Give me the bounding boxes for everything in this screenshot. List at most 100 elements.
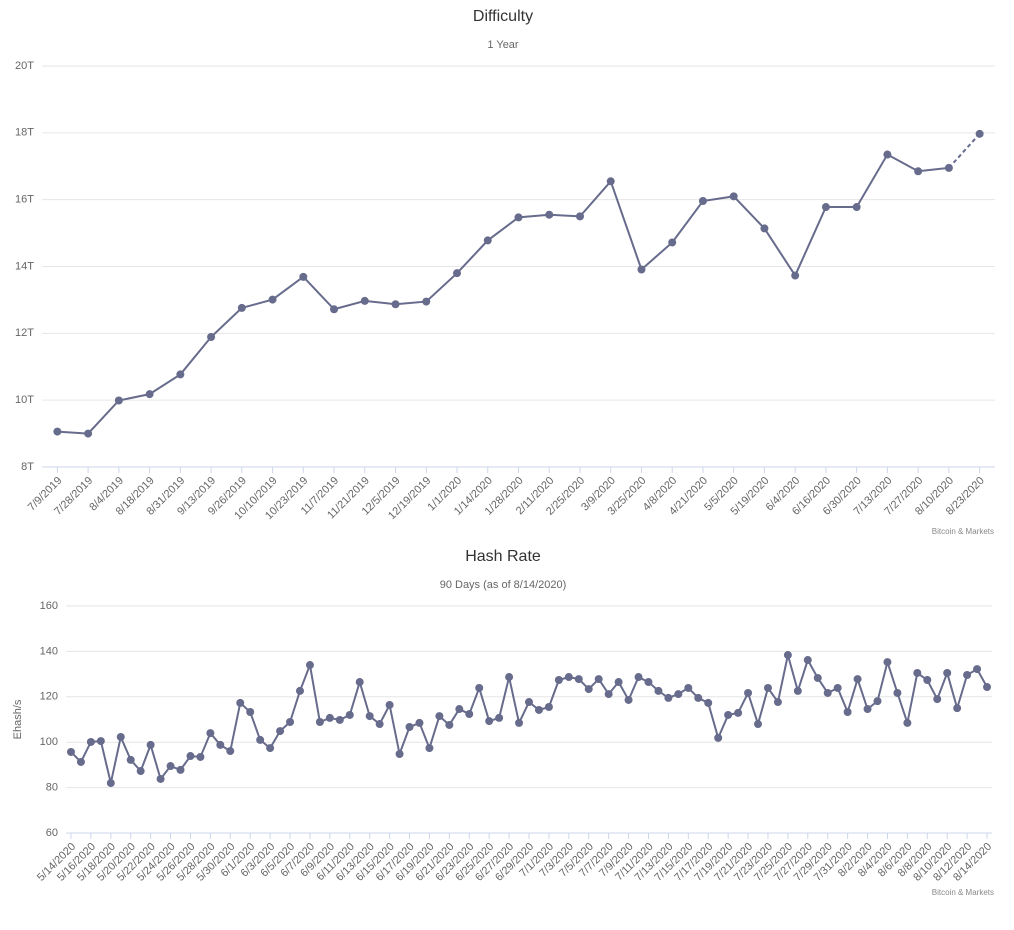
point bbox=[668, 238, 677, 247]
point bbox=[146, 740, 155, 749]
point bbox=[664, 693, 673, 702]
point bbox=[913, 668, 922, 677]
point bbox=[405, 722, 414, 731]
point bbox=[76, 757, 85, 766]
y-tick-label: 20T bbox=[15, 60, 34, 72]
point bbox=[793, 686, 802, 695]
point bbox=[425, 744, 434, 753]
point bbox=[704, 698, 713, 707]
point bbox=[483, 236, 492, 245]
point bbox=[330, 305, 339, 314]
point bbox=[206, 729, 215, 738]
point bbox=[525, 698, 533, 707]
point bbox=[96, 737, 105, 746]
point bbox=[883, 658, 892, 667]
point bbox=[963, 671, 972, 680]
y-tick-label: 60 bbox=[46, 827, 58, 839]
point bbox=[975, 129, 984, 138]
point bbox=[684, 683, 693, 692]
point bbox=[594, 675, 603, 684]
y-tick-label: 18T bbox=[15, 127, 34, 139]
point bbox=[754, 720, 763, 729]
chart-title: Difficulty bbox=[473, 8, 533, 25]
point bbox=[299, 272, 308, 281]
point bbox=[268, 295, 277, 304]
y-tick-label: 140 bbox=[40, 645, 58, 657]
y-axis-label: Ehash/s bbox=[12, 699, 24, 739]
point bbox=[698, 197, 707, 206]
point bbox=[295, 686, 304, 695]
point bbox=[116, 732, 125, 741]
point bbox=[644, 678, 653, 687]
point bbox=[66, 747, 75, 756]
point bbox=[305, 661, 314, 670]
point bbox=[554, 676, 563, 685]
point bbox=[574, 675, 583, 684]
point bbox=[84, 429, 93, 438]
point bbox=[634, 673, 643, 682]
y-tick-label: 120 bbox=[40, 691, 58, 703]
point bbox=[156, 774, 165, 783]
point bbox=[883, 150, 892, 159]
point bbox=[315, 717, 324, 726]
point bbox=[505, 673, 514, 682]
point bbox=[453, 269, 462, 278]
point bbox=[335, 715, 344, 724]
point bbox=[983, 683, 992, 692]
point bbox=[435, 712, 444, 721]
point bbox=[485, 717, 494, 726]
chart-subtitle: 1 Year bbox=[487, 39, 519, 51]
point bbox=[196, 752, 205, 761]
point bbox=[360, 296, 369, 305]
point bbox=[863, 705, 872, 714]
source-credit: Bitcoin & Markets bbox=[932, 527, 994, 536]
point bbox=[276, 727, 285, 736]
point bbox=[914, 167, 923, 176]
point bbox=[843, 708, 852, 717]
point bbox=[325, 713, 334, 722]
point bbox=[475, 683, 484, 692]
point bbox=[624, 695, 633, 704]
point bbox=[744, 688, 753, 697]
y-tick-label: 100 bbox=[40, 736, 58, 748]
point bbox=[724, 710, 733, 719]
point bbox=[53, 427, 62, 436]
point bbox=[604, 690, 613, 699]
point bbox=[176, 370, 185, 379]
series-line bbox=[70, 654, 988, 784]
point bbox=[564, 673, 573, 682]
point bbox=[873, 697, 882, 706]
point bbox=[893, 688, 902, 697]
series-line bbox=[57, 153, 949, 435]
point bbox=[973, 665, 982, 674]
point bbox=[246, 708, 255, 717]
point bbox=[853, 675, 862, 684]
point bbox=[694, 693, 703, 702]
point bbox=[813, 673, 822, 682]
point bbox=[729, 192, 738, 201]
point bbox=[186, 752, 195, 761]
point bbox=[714, 733, 723, 742]
point bbox=[734, 708, 743, 717]
point bbox=[266, 744, 275, 753]
y-tick-label: 12T bbox=[15, 327, 34, 339]
point bbox=[126, 755, 135, 764]
point bbox=[226, 747, 235, 756]
point bbox=[207, 333, 216, 342]
point bbox=[286, 717, 295, 726]
point bbox=[256, 735, 265, 744]
point bbox=[355, 678, 364, 687]
point bbox=[773, 698, 782, 707]
point bbox=[637, 265, 646, 274]
point bbox=[237, 303, 246, 312]
point bbox=[903, 718, 912, 727]
point bbox=[136, 767, 145, 776]
point bbox=[145, 390, 154, 399]
point bbox=[933, 695, 942, 704]
point bbox=[534, 705, 543, 714]
y-tick-label: 16T bbox=[15, 194, 34, 206]
source-credit: Bitcoin & Markets bbox=[932, 888, 994, 897]
point bbox=[833, 683, 842, 692]
y-tick-label: 10T bbox=[15, 394, 34, 406]
point bbox=[852, 203, 861, 212]
